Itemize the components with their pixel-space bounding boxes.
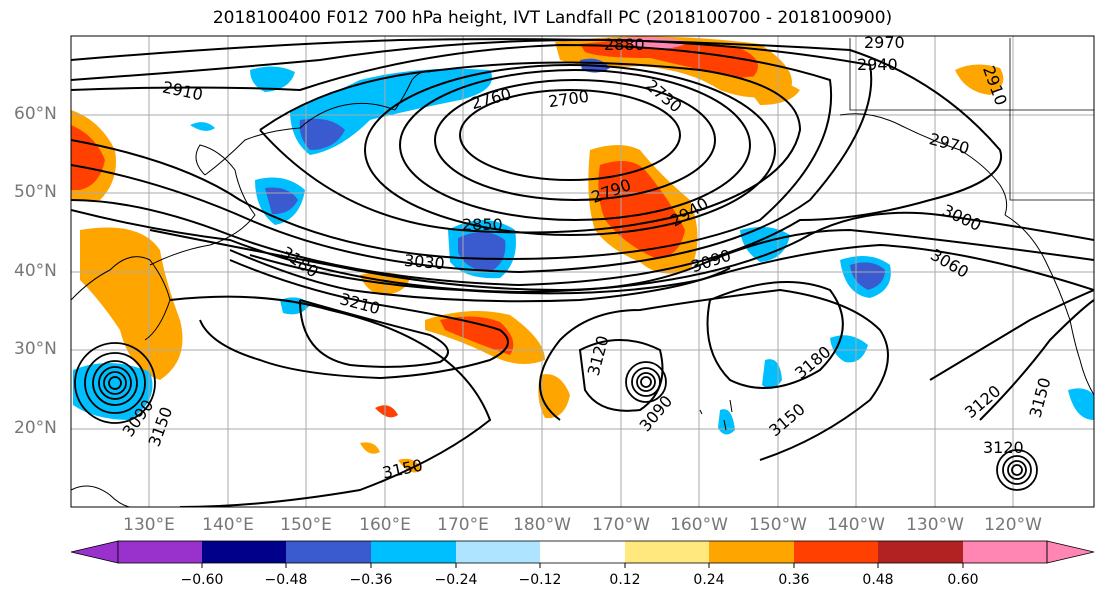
lon-label-170e: 170°E [437, 515, 489, 535]
svg-text:2880: 2880 [604, 35, 645, 54]
lon-label-120w: 120°W [984, 515, 1042, 535]
lon-label-130e: 130°E [123, 515, 175, 535]
contour-3150-c [979, 299, 1094, 421]
lat-label-60n: 60°N [14, 104, 57, 124]
svg-text:2850: 2850 [462, 215, 503, 234]
height-contours [71, 38, 1094, 507]
contour-2910 [71, 43, 833, 260]
contour-2850 [259, 61, 802, 234]
lon-label-160e: 160°E [359, 515, 411, 535]
lat-label-50n: 50°N [14, 182, 57, 202]
colorbar-extend-max [1046, 540, 1095, 564]
svg-text:3030: 3030 [403, 251, 445, 273]
colorbar-tick: −0.60 [180, 572, 224, 588]
colorbar-tick: −0.36 [349, 572, 393, 588]
colorbar-tick: 0.36 [778, 572, 810, 588]
contour-2700 [459, 89, 681, 181]
cyclone-east [996, 449, 1038, 491]
lon-label-140w: 140°W [827, 515, 885, 535]
svg-text:2940: 2940 [857, 55, 898, 74]
contour-2760 [399, 69, 751, 221]
colorbar-tick: 0.24 [693, 572, 725, 588]
contour-3090 [229, 249, 731, 303]
contour-3000 [71, 209, 1094, 294]
lon-label-150e: 150°E [280, 515, 332, 535]
contour-2790 [364, 64, 776, 236]
colorbar-tick: 0.60 [947, 572, 979, 588]
svg-text:2970: 2970 [864, 33, 905, 52]
lat-label-40n: 40°N [14, 261, 57, 281]
lat-label-30n: 30°N [14, 339, 57, 359]
lon-label-180w: 180°W [513, 515, 571, 535]
colorbar [70, 540, 1095, 568]
svg-text:3120: 3120 [983, 438, 1024, 457]
colorbar-tick: 0.12 [609, 572, 641, 588]
contour-3120-b [929, 289, 1094, 381]
cyclone-west [74, 342, 156, 424]
colorbar-extend-min [70, 540, 119, 564]
contour-3150-a [169, 295, 492, 507]
contour-2730 [434, 79, 716, 201]
colorbar-tick: −0.48 [264, 572, 308, 588]
contour-2970 [71, 38, 1003, 287]
lon-label-140e: 140°E [202, 515, 254, 535]
lon-label-130w: 130°W [906, 515, 964, 535]
lon-label-160w: 160°W [670, 515, 728, 535]
cyclone-central [625, 361, 667, 403]
colorbar-tick: −0.12 [518, 572, 562, 588]
contour-2940 [71, 38, 873, 274]
lon-label-170w: 170°W [592, 515, 650, 535]
colorbar-tick: −0.24 [434, 572, 478, 588]
lon-label-150w: 150°W [749, 515, 807, 535]
lat-label-20n: 20°N [14, 418, 57, 438]
colorbar-tick: 0.48 [862, 572, 894, 588]
contour-3030 [149, 228, 1094, 292]
plot-title: 2018100400 F012 700 hPa height, IVT Land… [212, 8, 893, 28]
ivt-negative-shading [73, 58, 1094, 435]
contour-3210 [299, 299, 449, 368]
contour-3150-b [706, 281, 844, 389]
contour-3180 [199, 259, 509, 380]
contour-3120 [539, 288, 889, 461]
